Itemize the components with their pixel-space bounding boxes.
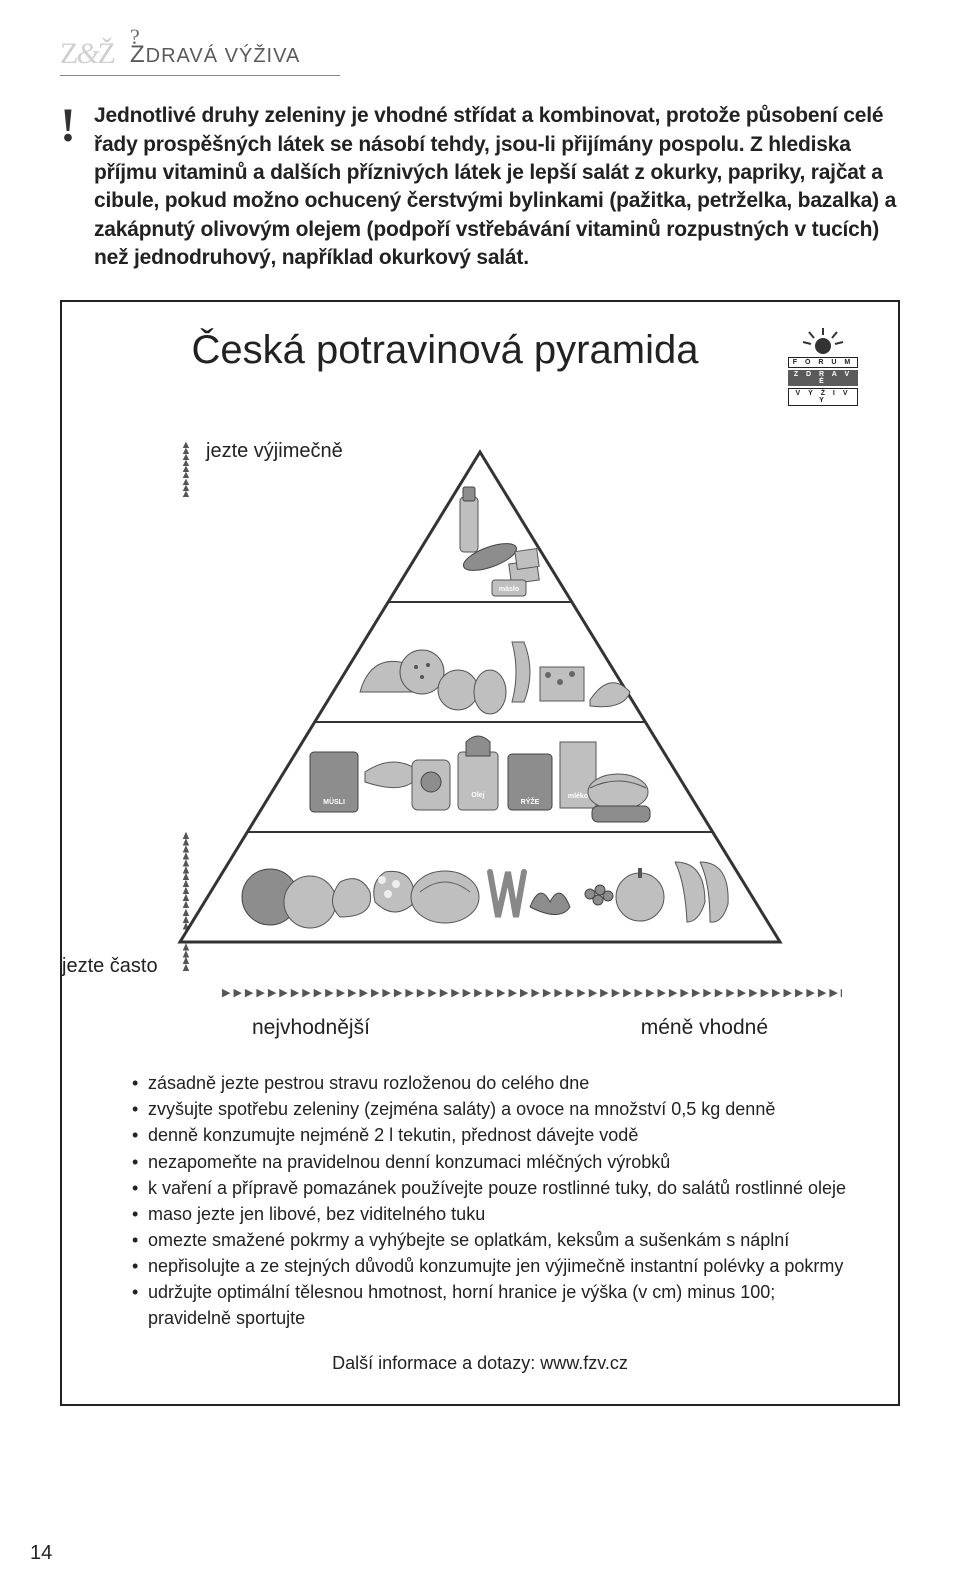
page-number: 14 xyxy=(30,1542,52,1565)
pyramid-title: Česká potravinová pyramida xyxy=(102,328,788,373)
tip-item: maso jezte jen libové, bez viditelného t… xyxy=(132,1201,858,1227)
tip-item: zásadně jezte pestrou stravu rozloženou … xyxy=(132,1070,858,1096)
svg-text:RÝŽE: RÝŽE xyxy=(521,797,540,806)
intro-block: ! Jednotlivé druhy zeleniny je vhodné st… xyxy=(60,102,900,272)
pyramid-area: jezte výjimečně jezte často ▲▲▲▲▲▲▲▲▲ ▲▲… xyxy=(102,442,858,1002)
tip-item: zvyšujte spotřebu zeleniny (zejména salá… xyxy=(132,1096,858,1122)
logo-line-3: V Ý Ž I V Y xyxy=(788,388,858,406)
section-title-cap: Z xyxy=(130,41,146,68)
page-header: Z&Ž ? ZDRAVÁ VÝŽIVA xyxy=(60,30,900,69)
tip-item: k vaření a přípravě pomazánek používejte… xyxy=(132,1175,858,1201)
logo-line-2: Z D R A V É xyxy=(788,370,858,386)
forum-logo-text: F Ó R U M Z D R A V É V Ý Ž I V Y xyxy=(788,357,858,406)
logo-line-1: F Ó R U M xyxy=(788,357,858,368)
tip-item: denně konzumujte nejméně 2 l tekutin, př… xyxy=(132,1122,858,1148)
sun-icon xyxy=(799,328,847,354)
pyramid-card: Česká potravinová pyramida F Ó R U M Z D… xyxy=(60,300,900,1406)
more-info: Další informace a dotazy: www.fzv.cz xyxy=(102,1353,858,1374)
section-title-rest: DRAVÁ VÝŽIVA xyxy=(146,45,301,67)
tip-item: omezte smažené pokrmy a vyhýbejte se opl… xyxy=(132,1227,858,1253)
svg-text:máslo: máslo xyxy=(499,586,519,593)
pyramid-svg: máslo MÜSLI xyxy=(160,442,800,962)
x-arrows: ▶▶▶▶▶▶▶▶▶▶▶▶▶▶▶▶▶▶▶▶▶▶▶▶▶▶▶▶▶▶▶▶▶▶▶▶▶▶▶▶… xyxy=(222,986,842,1000)
svg-text:MÜSLI: MÜSLI xyxy=(323,797,345,806)
exclamation-icon: ! xyxy=(60,102,76,272)
tip-item: udržujte optimální tělesnou hmotnost, ho… xyxy=(132,1279,858,1331)
y-bottom-label: jezte často xyxy=(62,955,158,978)
zz-badge: Z&Ž xyxy=(60,39,114,69)
x-right-label: méně vhodné xyxy=(641,1016,768,1040)
x-axis-labels: nejvhodnější méně vhodné xyxy=(102,1016,858,1040)
svg-text:mléko: mléko xyxy=(568,793,588,800)
tips-list: zásadně jezte pestrou stravu rozloženou … xyxy=(102,1070,858,1331)
intro-text: Jednotlivé druhy zeleniny je vhodné stří… xyxy=(94,102,900,272)
header-rule xyxy=(60,75,340,76)
section-title: ZDRAVÁ VÝŽIVA xyxy=(130,41,300,69)
section-title-wrap: ? ZDRAVÁ VÝŽIVA xyxy=(130,30,300,69)
svg-text:Olej: Olej xyxy=(471,792,484,799)
pyramid-title-row: Česká potravinová pyramida F Ó R U M Z D… xyxy=(102,328,858,406)
forum-logo: F Ó R U M Z D R A V É V Ý Ž I V Y xyxy=(788,328,858,406)
x-left-label: nejvhodnější xyxy=(252,1016,370,1040)
tip-item: nezapomeňte na pravidelnou denní konzuma… xyxy=(132,1149,858,1175)
tip-item: nepřisolujte a ze stejných důvodů konzum… xyxy=(132,1253,858,1279)
